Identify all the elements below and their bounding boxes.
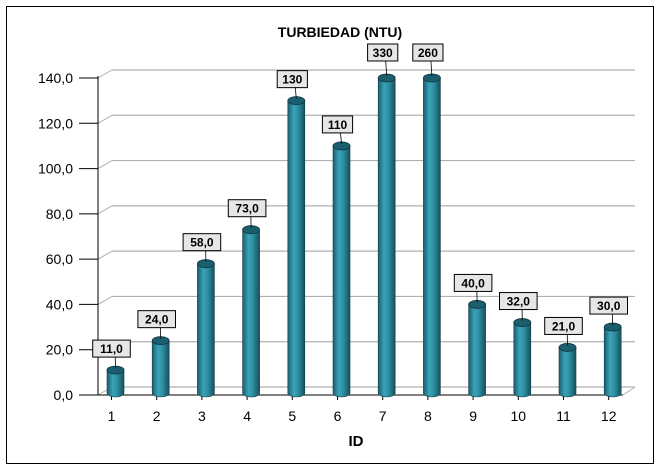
grid-line-diagonal — [97, 205, 113, 215]
data-label: 21,0 — [552, 319, 576, 333]
data-label: 330 — [373, 46, 393, 60]
grid-lines — [97, 69, 635, 396]
data-label-box — [589, 296, 629, 315]
data-label-box — [92, 339, 131, 358]
data-label: 30,0 — [597, 299, 621, 313]
grid-line-diagonal — [97, 160, 113, 170]
x-tick-label: 8 — [424, 408, 432, 424]
y-tick-label: 60,0 — [46, 251, 73, 267]
x-tick-label: 11 — [556, 408, 571, 424]
bars — [106, 73, 622, 398]
bar — [377, 77, 396, 398]
grid-line-diagonal — [97, 250, 113, 260]
x-tick-label: 4 — [243, 408, 251, 424]
y-tick-label: 80,0 — [46, 206, 73, 222]
x-tick-label: 9 — [469, 408, 477, 424]
x-tick-label: 10 — [511, 408, 527, 424]
bar — [197, 263, 215, 398]
data-label-box — [227, 199, 267, 218]
data-label: 130 — [282, 73, 302, 87]
grid-line-diagonal — [97, 114, 113, 124]
data-label: 110 — [328, 118, 348, 132]
chart-title: TURBIEDAD (NTU) — [278, 24, 402, 40]
data-label-leader — [340, 132, 342, 144]
data-labels: 11,0 24,0 58,0 73,0 130 110 330 260 40,0 32,0 21,0… — [92, 43, 629, 369]
x-tick-label: 1 — [108, 408, 116, 424]
y-tick-label: 40,0 — [46, 296, 73, 312]
bar — [603, 326, 622, 398]
bar — [242, 229, 260, 398]
x-tick-label: 2 — [153, 408, 161, 424]
y-tick-label: 120,0 — [38, 115, 73, 131]
bar — [106, 369, 125, 398]
data-label-box — [412, 43, 444, 62]
data-label-box — [453, 273, 493, 292]
bar — [287, 100, 306, 398]
grid-line-diagonal — [97, 295, 113, 305]
data-label-box — [544, 316, 583, 335]
data-label: 24,0 — [145, 313, 169, 327]
data-label-leader — [430, 60, 433, 77]
y-tick-label: 20,0 — [46, 342, 73, 358]
data-label: 58,0 — [190, 236, 214, 250]
x-tick-label: 12 — [601, 408, 617, 424]
data-label-leader — [385, 60, 388, 77]
y-tick-label: 100,0 — [38, 161, 73, 177]
x-tick-label: 3 — [198, 408, 206, 424]
grid-line-diagonal — [97, 69, 113, 79]
bar — [468, 304, 486, 398]
x-tick-label: 5 — [288, 408, 296, 424]
data-label-box — [182, 233, 222, 252]
bar — [151, 340, 170, 398]
x-tick-label: 7 — [379, 408, 387, 424]
bar — [423, 77, 441, 398]
data-label-box — [137, 310, 176, 329]
bar — [513, 322, 532, 398]
data-label-leader — [294, 87, 297, 99]
data-label-box — [276, 70, 308, 89]
data-label: 40,0 — [461, 276, 485, 290]
data-label-box — [367, 43, 399, 62]
data-label: 11,0 — [100, 342, 123, 356]
bar — [332, 145, 351, 398]
data-label: 73,0 — [235, 202, 259, 216]
floor-edge — [622, 386, 636, 396]
y-tick-label: 140,0 — [38, 70, 73, 86]
bar — [558, 347, 577, 398]
data-label-box — [321, 115, 354, 134]
data-label: 32,0 — [507, 295, 531, 309]
x-tick-label: 6 — [334, 408, 342, 424]
data-label-box — [499, 292, 538, 311]
data-label: 260 — [418, 46, 438, 60]
x-axis-label: ID — [349, 433, 364, 450]
y-tick-label: 0,0 — [54, 387, 74, 403]
